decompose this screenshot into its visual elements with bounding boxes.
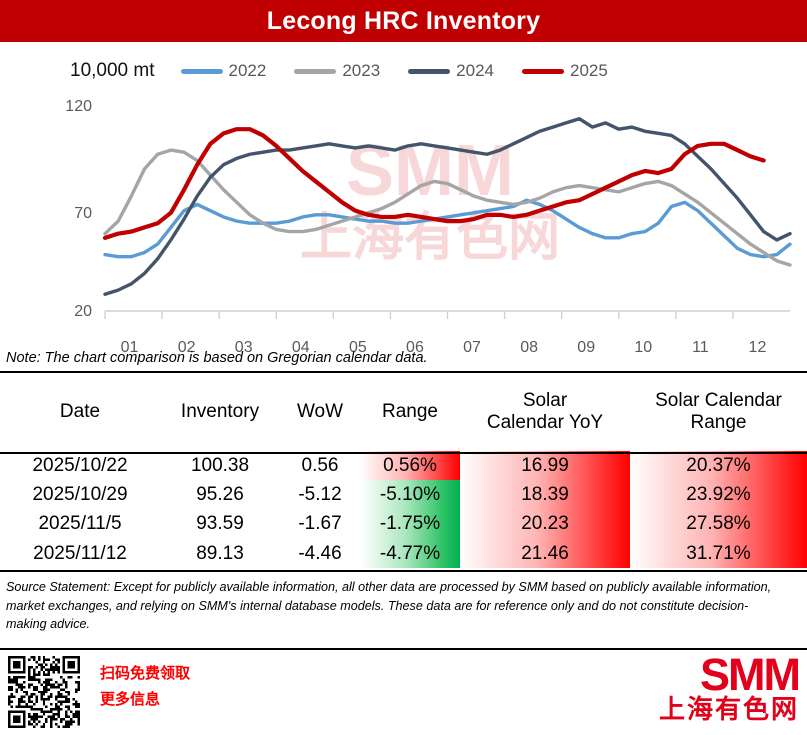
svg-text:20: 20: [74, 303, 92, 320]
smm-logo-text: SMM: [700, 649, 801, 700]
column-header-crange-line1: Solar Calendar: [655, 390, 782, 412]
legend-swatch-2022: [180, 68, 223, 74]
x-tick-label: 03: [235, 339, 253, 356]
data-table: Date Inventory WoW Range Solar Calendar …: [0, 373, 807, 569]
table-row[interactable]: 2025/10/29 95.26 -5.12 -5.10% 18.39 23.92%: [0, 480, 807, 510]
x-axis-labels: 01 02 03 04 05 06 07 08 09 10 11 12: [121, 339, 767, 356]
chart-legend: 10,000 mt 2022 2023 2024 2025: [0, 56, 807, 86]
table-row[interactable]: 2025/10/22 100.38 0.56 0.56% 16.99 20.37%: [0, 451, 807, 481]
cell-range: 0.56%: [360, 451, 460, 481]
qr-code[interactable]: [8, 656, 80, 728]
smm-logo-cn-text: 上海有色网: [658, 694, 799, 725]
x-tick-label: 02: [178, 339, 196, 356]
cell-solar-calendar-range: 20.37%: [630, 451, 807, 481]
footer-rule: [0, 648, 807, 650]
smm-logo[interactable]: SMM 上海有色网: [603, 649, 801, 732]
cell-inventory: 93.59: [196, 513, 244, 535]
qr-code-image: [8, 656, 80, 728]
cell-solar-calendar-range: 27.58%: [630, 509, 807, 539]
table-row[interactable]: 2025/11/12 89.13 -4.46 -4.77% 21.46 31.71%: [0, 538, 807, 569]
legend-swatch-2023: [294, 68, 337, 74]
cell-wow: -1.67: [298, 513, 342, 535]
legend-item-2024[interactable]: 2024: [408, 61, 494, 81]
cell-solar-calendar-yoy: 16.99: [460, 451, 630, 481]
x-tick-label: 06: [406, 339, 424, 356]
cell-inventory: 95.26: [196, 483, 244, 505]
column-header-solar-calendar-range[interactable]: Solar Calendar Range: [630, 373, 807, 451]
footer: 扫码免费领取 更多信息 SMM 上海有色网: [0, 650, 807, 735]
legend-label-2023: 2023: [342, 61, 381, 80]
x-tick-label: 01: [121, 339, 139, 356]
column-header-wow[interactable]: WoW: [296, 401, 344, 423]
cell-wow: -5.12: [298, 483, 342, 505]
source-statement: Source Statement: Except for publicly av…: [6, 580, 772, 632]
legend-swatch-2024: [408, 68, 451, 74]
cell-solar-calendar-yoy: 18.39: [460, 480, 630, 510]
chart-series-group: [102, 117, 792, 296]
legend-label-2024: 2024: [456, 61, 494, 80]
x-tick-label: 08: [520, 339, 538, 356]
x-tick-label: 10: [634, 339, 652, 356]
cell-solar-calendar-yoy: 20.23: [460, 509, 630, 539]
y-axis: 120 70 20: [65, 98, 92, 320]
page-title: Lecong HRC Inventory: [266, 6, 541, 35]
legend-item-2022[interactable]: 2022: [180, 61, 267, 81]
cell-wow: -4.46: [298, 542, 342, 564]
x-axis: [104, 310, 790, 319]
promo-line-1: 扫码免费领取: [100, 664, 191, 682]
column-header-yoy-line1: Solar: [522, 390, 568, 412]
cell-date: 2025/11/12: [33, 542, 127, 564]
table-row[interactable]: 2025/11/5 93.59 -1.67 -1.75% 20.23 27.58%: [0, 509, 807, 539]
table-body: 2025/10/22 100.38 0.56 0.56% 16.99 20.37% 2025…: [0, 451, 807, 569]
svg-text:70: 70: [74, 205, 92, 222]
table-header-row: Date Inventory WoW Range Solar Calendar …: [0, 373, 807, 451]
table-bottom-rule: [0, 570, 807, 572]
cell-solar-calendar-range: 23.92%: [630, 480, 807, 510]
x-tick-label: 12: [749, 339, 767, 356]
table-header-rule: [0, 452, 807, 454]
cell-inventory: 89.13: [196, 542, 244, 564]
legend-item-2023[interactable]: 2023: [294, 61, 380, 81]
legend-label-2022: 2022: [228, 61, 267, 80]
x-tick-label: 07: [463, 339, 481, 356]
x-tick-label: 04: [292, 339, 310, 356]
column-header-inventory[interactable]: Inventory: [180, 401, 260, 423]
cell-inventory: 100.38: [190, 454, 250, 476]
cell-date: 2025/10/22: [32, 454, 128, 476]
title-bar: Lecong HRC Inventory: [0, 0, 807, 42]
chart-line-2023: [103, 148, 792, 267]
column-header-date[interactable]: Date: [59, 401, 101, 423]
column-header-range[interactable]: Range: [382, 401, 438, 423]
promo-line-2: 更多信息: [100, 690, 161, 709]
chart-line-2024: [103, 117, 792, 296]
cell-range: -1.75%: [360, 509, 460, 539]
cell-range: -5.10%: [360, 480, 460, 510]
chart-line-2025: [102, 127, 766, 240]
cell-date: 2025/10/29: [32, 483, 128, 505]
legend-swatch-2025: [521, 68, 564, 74]
cell-range: -4.77%: [360, 538, 460, 569]
x-tick-label: 09: [577, 339, 595, 356]
legend-item-2025[interactable]: 2025: [521, 61, 608, 81]
line-chart: SMM 上海有色网 120 70 20 01 02 03 04 05 06 07 08 09 10…: [0, 90, 807, 356]
x-tick-label: 11: [692, 339, 709, 356]
column-header-solar-calendar-yoy[interactable]: Solar Calendar YoY: [460, 373, 630, 451]
svg-text:120: 120: [65, 98, 92, 115]
table-top-rule: [0, 371, 807, 373]
chart-note: Note: The chart comparison is based on G…: [6, 350, 428, 366]
table-header: Date Inventory WoW Range Solar Calendar …: [0, 373, 807, 451]
cell-solar-calendar-yoy: 21.46: [460, 538, 630, 569]
column-header-yoy-line2: Calendar YoY: [486, 412, 604, 433]
legend-unit-label: 10,000 mt: [70, 60, 155, 81]
legend-label-2025: 2025: [569, 61, 608, 80]
x-tick-label: 05: [349, 339, 367, 356]
chart-line-2022: [103, 198, 792, 259]
column-header-crange-line2: Range: [690, 412, 747, 433]
promo-text: 扫码免费领取 更多信息: [100, 660, 190, 713]
cell-wow: 0.56: [301, 454, 339, 476]
cell-date: 2025/11/5: [38, 513, 122, 535]
cell-solar-calendar-range: 31.71%: [630, 538, 807, 569]
chart-canvas: SMM 上海有色网 120 70 20: [65, 98, 792, 320]
